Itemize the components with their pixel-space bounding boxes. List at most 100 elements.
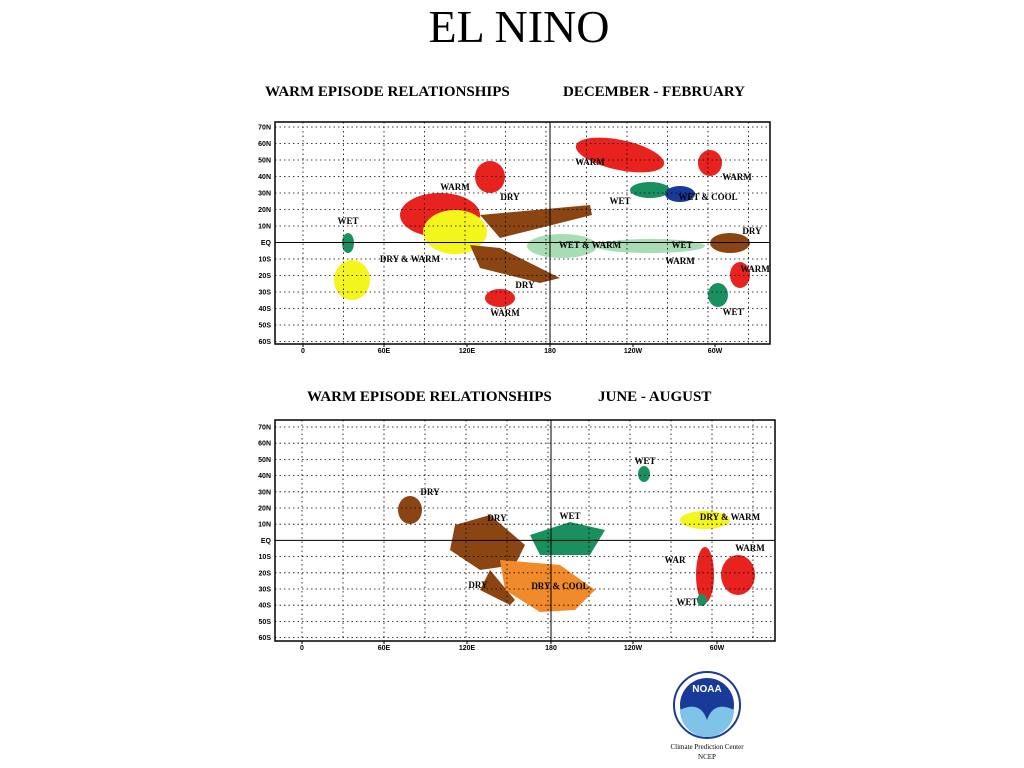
lat-label: EQ: [261, 538, 272, 545]
region-label: WARM: [440, 182, 470, 192]
region-label: DRY: [515, 280, 535, 290]
lon-label: 60E: [378, 645, 391, 652]
region-label: DRY: [420, 487, 440, 497]
noaa-logo: NOAA Climate Prediction Center NCEP: [670, 671, 744, 761]
region-label: WET: [722, 307, 743, 317]
lon-label: 0: [301, 348, 305, 355]
lat-label: 60S: [259, 635, 272, 642]
lon-label: 0: [300, 645, 304, 652]
blob: [480, 570, 515, 605]
lat-label: 60S: [259, 339, 272, 346]
blob: [665, 186, 695, 202]
lat-label: 50N: [258, 457, 271, 464]
lon-label: 60E: [378, 348, 391, 355]
region-label: WARM: [490, 308, 520, 318]
region-label: WARM: [735, 543, 765, 553]
lat-label: 60N: [258, 141, 271, 148]
region-label: WAR: [664, 555, 686, 565]
region-label: DRY: [500, 192, 520, 202]
blob: [485, 289, 515, 307]
lat-label: 30S: [259, 290, 272, 297]
region-label: WET: [671, 240, 692, 250]
lat-label: 30N: [258, 489, 271, 496]
blob: [730, 262, 750, 288]
map-title: WARM EPISODE RELATIONSHIPS: [307, 389, 552, 405]
lon-label: 180: [544, 348, 556, 355]
region-label: DRY & WARM: [700, 512, 761, 522]
region-label: DRY: [487, 513, 507, 523]
region-label: WET: [634, 456, 655, 466]
region-label: WARM: [575, 157, 605, 167]
lon-label: 180: [545, 645, 557, 652]
map-season: JUNE - AUGUST: [598, 389, 711, 405]
blob: [698, 150, 722, 176]
blob: [630, 182, 670, 198]
lon-label: 60W: [710, 645, 725, 652]
lon-label: 60W: [708, 348, 723, 355]
region-label: WET: [676, 597, 697, 607]
lat-label: 20N: [258, 506, 271, 513]
map-frame: [274, 419, 776, 642]
lon-label: 120E: [459, 645, 476, 652]
map: 70N 60N 50N 40N 30N 20N 10N EQ 10S 20S 30S 40S 50S 60…: [258, 121, 771, 355]
blob: [696, 547, 714, 603]
regions-djf: [334, 137, 750, 307]
lat-label: EQ: [261, 240, 272, 247]
blob: [697, 594, 707, 606]
lat-label: 60N: [258, 441, 271, 448]
logo-caption: Climate Prediction Center: [670, 743, 744, 751]
lon-label: 120W: [624, 348, 643, 355]
map: 70N 60N 50N 40N 30N 20N 10N EQ 10S 20S 30S 40S 50S 60…: [258, 419, 776, 652]
lon-label: 120W: [624, 645, 643, 652]
region-label: WARM: [665, 256, 695, 266]
lat-label: 70N: [258, 125, 271, 132]
blob: [480, 205, 592, 238]
region-label: DRY: [468, 580, 488, 590]
blob: [638, 466, 650, 482]
region-label: DRY & WARM: [380, 254, 441, 264]
lat-label: 50S: [259, 619, 272, 626]
lat-label: 40S: [259, 306, 272, 313]
lat-label: 10N: [258, 224, 271, 231]
lat-label: 10S: [259, 554, 272, 561]
region-label: WET: [559, 511, 580, 521]
map-title: WARM EPISODE RELATIONSHIPS: [265, 84, 510, 100]
region-label: WET: [337, 216, 358, 226]
blob: [527, 234, 597, 258]
blob: [530, 522, 605, 555]
lat-label: 30N: [258, 191, 271, 198]
map-season: DECEMBER - FEBRUARY: [563, 84, 745, 100]
lat-label: 40S: [259, 603, 272, 610]
logo-text: NOAA: [692, 684, 721, 695]
logo-caption: NCEP: [698, 753, 716, 761]
lat-label: 70N: [258, 425, 271, 432]
lat-label: 10N: [258, 522, 271, 529]
region-label: DRY: [742, 226, 762, 236]
lat-label: 50N: [258, 158, 271, 165]
blob: [334, 260, 370, 300]
blob: [708, 283, 728, 307]
blob: [470, 245, 560, 283]
lon-label: 120E: [459, 348, 476, 355]
blob: [721, 555, 755, 595]
map-grids: 70N 60N 50N 40N 30N 20N 10N EQ 10S 20S 30S 40S 50S 60…: [258, 121, 776, 652]
blob: [575, 137, 665, 173]
blob: [398, 496, 422, 524]
region-label: WARM: [722, 172, 752, 182]
lat-label: 10S: [259, 257, 272, 264]
region-label: WARM: [740, 264, 770, 274]
lat-label: 30S: [259, 587, 272, 594]
logo-wave: [680, 706, 734, 737]
slide-title: EL NINO: [429, 1, 610, 52]
lat-label: 20S: [259, 273, 272, 280]
lat-label: 50S: [259, 323, 272, 330]
lat-label: 20S: [259, 570, 272, 577]
blob: [475, 161, 505, 193]
region-label: WET & WARM: [559, 240, 622, 250]
region-label: DRY & COOL: [531, 581, 588, 591]
region-label: WET: [609, 196, 630, 206]
lat-label: 40N: [258, 473, 271, 480]
region-label: WET & COOL: [678, 192, 737, 202]
